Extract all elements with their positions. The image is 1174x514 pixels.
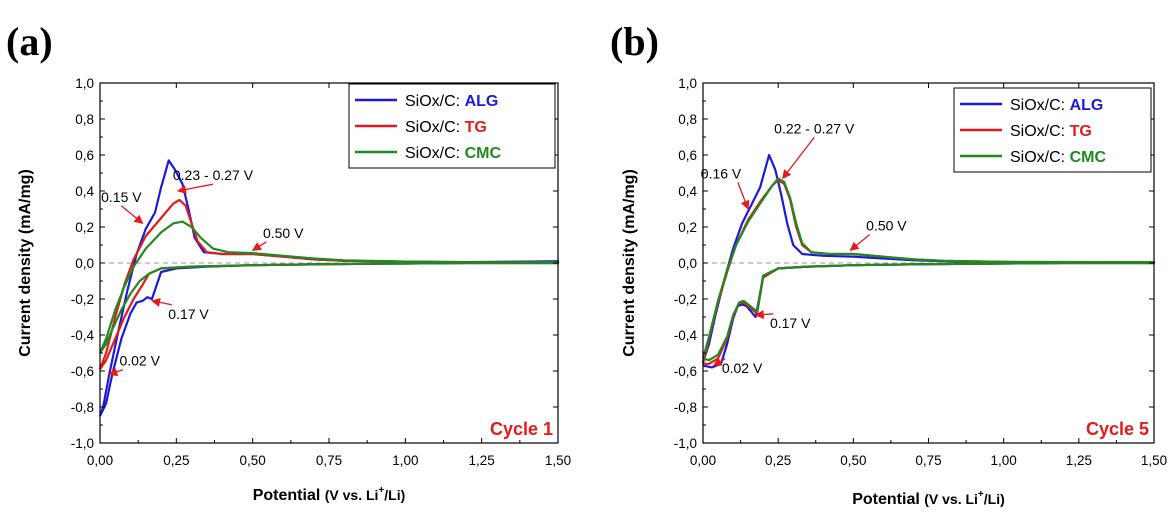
legend-entry-cmc: SiOx/C: CMC	[405, 145, 501, 162]
annotation-arrow	[782, 137, 815, 180]
legend-name: ALG	[1070, 97, 1104, 114]
annotation-label: 0.22 - 0.27 V	[774, 120, 855, 136]
chart-panel: (b) 0,00 0,25 0,50 0,75 1,00 1,25 1,50 -1,0 -0,8 -…	[610, 19, 1167, 508]
legend-prefix: SiOx/C:	[405, 145, 465, 162]
x-tick-label: 1,50	[1141, 453, 1167, 468]
y-tick-label: 0,6	[75, 148, 94, 163]
annotation-arrow	[849, 234, 871, 251]
annotation-label: 0.50 V	[263, 225, 304, 241]
series-line-cmc	[98, 220, 560, 354]
x-axis-title-unit: (V vs. Li	[325, 487, 379, 503]
annotation-arrow	[151, 297, 172, 307]
y-tick-label: -0,8	[71, 400, 94, 415]
y-tick-label: -0,6	[674, 364, 697, 379]
y-tick-label: -0,4	[71, 328, 95, 343]
y-tick-label: 0,2	[678, 220, 697, 235]
y-tick-label: 0,4	[75, 184, 94, 199]
y-tick-label: -0,6	[71, 364, 94, 379]
y-tick-label: 0,6	[678, 148, 697, 163]
annotation-label: 0.02 V	[722, 360, 763, 376]
annotation-label: 0.02 V	[119, 353, 160, 369]
panel-label: (b)	[610, 19, 659, 64]
x-tick-label: 0,75	[316, 453, 342, 468]
y-tick-label: -1,0	[674, 436, 697, 451]
legend-prefix: SiOx/C:	[405, 119, 465, 136]
legend-name: TG	[465, 119, 487, 136]
x-tick-label: 0,75	[915, 453, 941, 468]
y-tick-label: -0,2	[71, 292, 94, 307]
x-tick-label: 1,50	[545, 453, 571, 468]
x-tick-label: 1,00	[392, 453, 418, 468]
x-axis-title-suffix: /Li)	[984, 491, 1005, 507]
y-tick-label: -0,2	[674, 292, 697, 307]
legend-entry-alg: SiOx/C: ALG	[1010, 97, 1103, 114]
annotation-label: 0.17 V	[168, 306, 209, 322]
annotation-arrow	[108, 367, 124, 377]
chart-panel: (a) 0,00 0,25 0,50 0,75 1,00 1,25 1,50 -1,0 -0,8 -…	[6, 19, 571, 504]
x-axis-title-prefix: Potential	[852, 491, 924, 508]
annotation-arrow	[754, 310, 774, 320]
legend-name: CMC	[465, 145, 502, 162]
x-tick-label: 0,00	[87, 453, 113, 468]
y-tick-label: 1,0	[75, 76, 94, 91]
annotation-label: 0.50 V	[866, 218, 907, 234]
x-axis-title-sup: +	[978, 489, 984, 500]
y-tick-label: 0,8	[75, 112, 94, 127]
y-tick-label: 0,4	[678, 184, 697, 199]
annotation-label: 0.17 V	[770, 315, 811, 331]
annotation-label: 0.15 V	[101, 189, 142, 205]
legend-prefix: SiOx/C:	[1010, 149, 1070, 166]
annotation-arrow	[737, 182, 750, 210]
x-axis-title-unit: (V vs. Li	[924, 491, 978, 507]
x-axis-title-sup: +	[378, 485, 384, 496]
y-tick-label: 0,0	[678, 256, 697, 271]
x-tick-label: 0,00	[690, 453, 716, 468]
legend-entry-tg: SiOx/C: TG	[1010, 123, 1092, 140]
legend-name: CMC	[1070, 149, 1107, 166]
x-axis-title: Potential (V vs. Li+/Li)	[253, 485, 406, 504]
annotation-arrow	[712, 357, 726, 367]
x-tick-label: 1,00	[991, 453, 1017, 468]
annotation-arrow	[251, 241, 267, 251]
x-tick-label: 0,50	[840, 453, 866, 468]
y-tick-label: -1,0	[71, 436, 94, 451]
annotation-arrow	[120, 205, 144, 224]
y-tick-label: -0,4	[674, 328, 698, 343]
annotation-label: 0.16 V	[701, 165, 742, 181]
legend-name: ALG	[465, 93, 499, 110]
x-tick-label: 0,25	[163, 453, 189, 468]
y-tick-label: -0,8	[674, 400, 697, 415]
series-line-alg	[98, 159, 560, 417]
cycle-label: Cycle 1	[490, 419, 553, 439]
x-tick-label: 1,25	[1066, 453, 1092, 468]
series-line-cmc	[701, 177, 1156, 362]
y-axis-title: Current density (mA/mg)	[17, 169, 34, 357]
x-axis-title: Potential (V vs. Li+/Li)	[852, 489, 1005, 508]
y-axis-title: Current density (mA/mg)	[621, 169, 638, 357]
legend-entry-cmc: SiOx/C: CMC	[1010, 149, 1106, 166]
series-line-tg	[98, 198, 560, 370]
legend-entry-alg: SiOx/C: ALG	[405, 93, 498, 110]
y-tick-label: 1,0	[678, 76, 697, 91]
x-tick-label: 0,50	[240, 453, 266, 468]
x-axis-title-prefix: Potential	[253, 487, 325, 504]
y-tick-label: 0,2	[75, 220, 94, 235]
legend-prefix: SiOx/C:	[405, 93, 465, 110]
y-tick-label: 0,0	[75, 256, 94, 271]
cycle-label: Cycle 5	[1086, 419, 1149, 439]
annotation-label: 0.23 - 0.27 V	[173, 167, 254, 183]
legend-prefix: SiOx/C:	[1010, 97, 1070, 114]
legend-name: TG	[1070, 123, 1092, 140]
legend-prefix: SiOx/C:	[1010, 123, 1070, 140]
annotation-arrow	[176, 183, 214, 194]
panel-label: (a)	[6, 19, 53, 64]
y-tick-label: 0,8	[678, 112, 697, 127]
x-tick-label: 1,25	[469, 453, 495, 468]
x-tick-label: 0,25	[765, 453, 791, 468]
legend-entry-tg: SiOx/C: TG	[405, 119, 487, 136]
x-axis-title-suffix: /Li)	[384, 487, 405, 503]
